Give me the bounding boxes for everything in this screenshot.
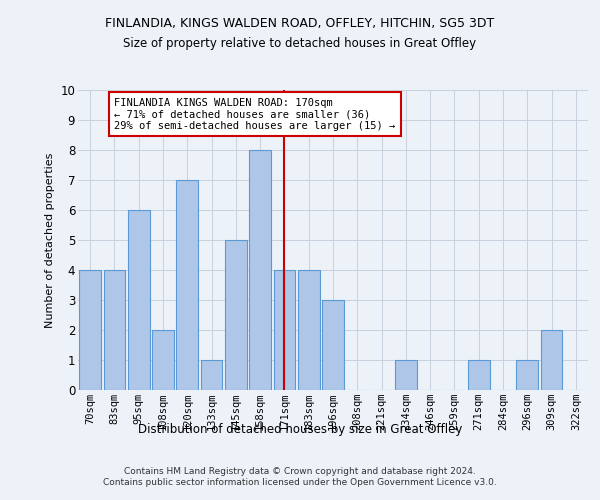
Bar xyxy=(468,360,490,390)
Bar xyxy=(225,240,247,390)
Text: FINLANDIA, KINGS WALDEN ROAD, OFFLEY, HITCHIN, SG5 3DT: FINLANDIA, KINGS WALDEN ROAD, OFFLEY, HI… xyxy=(106,18,494,30)
Bar xyxy=(395,360,417,390)
Bar xyxy=(104,270,125,390)
Bar xyxy=(152,330,174,390)
Text: Distribution of detached houses by size in Great Offley: Distribution of detached houses by size … xyxy=(138,422,462,436)
Bar xyxy=(274,270,295,390)
Bar xyxy=(322,300,344,390)
Bar xyxy=(298,270,320,390)
Text: Size of property relative to detached houses in Great Offley: Size of property relative to detached ho… xyxy=(124,38,476,51)
Bar xyxy=(200,360,223,390)
Bar xyxy=(541,330,562,390)
Bar xyxy=(517,360,538,390)
Bar xyxy=(249,150,271,390)
Y-axis label: Number of detached properties: Number of detached properties xyxy=(45,152,55,328)
Text: FINLANDIA KINGS WALDEN ROAD: 170sqm
← 71% of detached houses are smaller (36)
29: FINLANDIA KINGS WALDEN ROAD: 170sqm ← 71… xyxy=(115,98,395,130)
Bar xyxy=(176,180,198,390)
Bar xyxy=(79,270,101,390)
Text: Contains HM Land Registry data © Crown copyright and database right 2024.
Contai: Contains HM Land Registry data © Crown c… xyxy=(103,468,497,487)
Bar xyxy=(128,210,149,390)
